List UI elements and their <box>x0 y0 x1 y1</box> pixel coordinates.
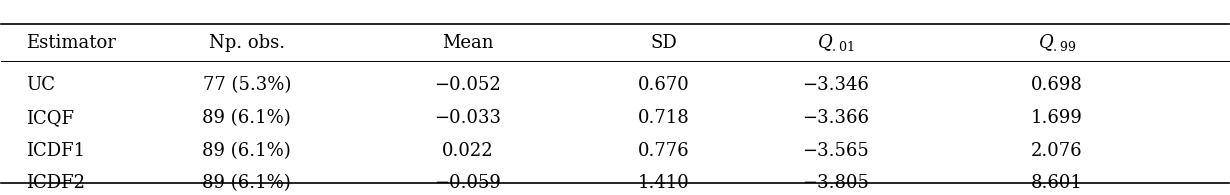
Text: Estimator: Estimator <box>26 34 116 52</box>
Text: ICDF2: ICDF2 <box>26 175 85 192</box>
Text: ICQF: ICQF <box>26 109 74 127</box>
Text: SD: SD <box>651 34 678 52</box>
Text: ICDF1: ICDF1 <box>26 142 85 160</box>
Text: 1.410: 1.410 <box>638 175 690 192</box>
Text: −3.805: −3.805 <box>802 175 870 192</box>
Text: Np. obs.: Np. obs. <box>209 34 285 52</box>
Text: 1.699: 1.699 <box>1031 109 1082 127</box>
Text: −0.033: −0.033 <box>434 109 502 127</box>
Text: 0.718: 0.718 <box>638 109 690 127</box>
Text: Mean: Mean <box>442 34 493 52</box>
Text: UC: UC <box>26 76 55 94</box>
Text: −0.052: −0.052 <box>434 76 501 94</box>
Text: −0.059: −0.059 <box>434 175 501 192</box>
Text: −3.346: −3.346 <box>802 76 870 94</box>
Text: 0.776: 0.776 <box>638 142 690 160</box>
Text: 2.076: 2.076 <box>1031 142 1082 160</box>
Text: $Q_{.01}$: $Q_{.01}$ <box>817 32 855 53</box>
Text: 0.698: 0.698 <box>1031 76 1082 94</box>
Text: $Q_{.99}$: $Q_{.99}$ <box>1038 32 1076 53</box>
Text: 0.022: 0.022 <box>442 142 493 160</box>
Text: 89 (6.1%): 89 (6.1%) <box>203 175 292 192</box>
Text: −3.366: −3.366 <box>802 109 870 127</box>
Text: 89 (6.1%): 89 (6.1%) <box>203 109 292 127</box>
Text: −3.565: −3.565 <box>802 142 870 160</box>
Text: 8.601: 8.601 <box>1031 175 1082 192</box>
Text: 77 (5.3%): 77 (5.3%) <box>203 76 292 94</box>
Text: 0.670: 0.670 <box>638 76 690 94</box>
Text: 89 (6.1%): 89 (6.1%) <box>203 142 292 160</box>
